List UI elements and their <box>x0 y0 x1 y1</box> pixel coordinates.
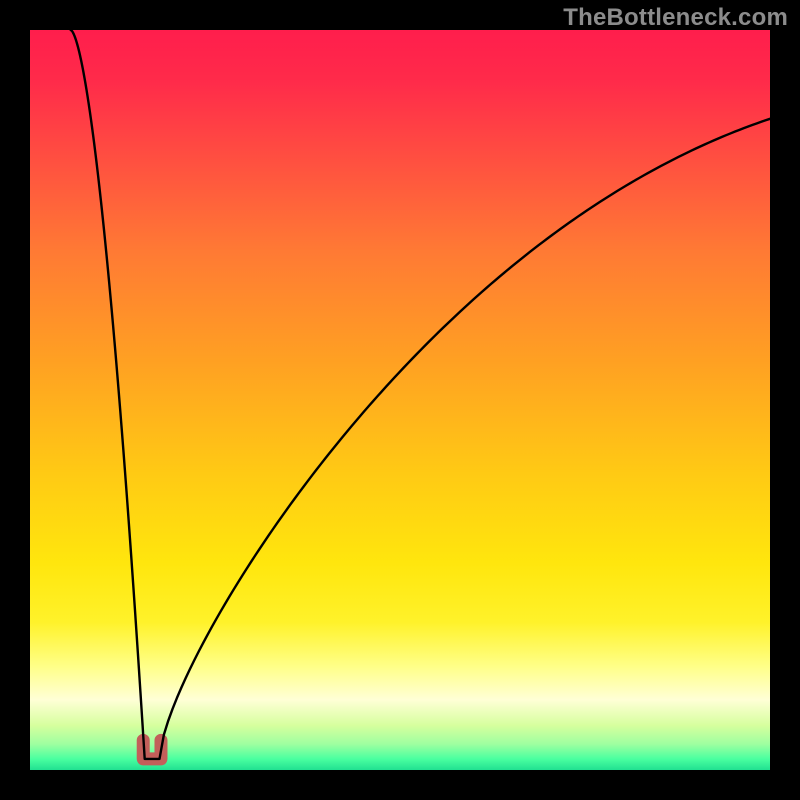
watermark-text: TheBottleneck.com <box>563 4 788 32</box>
chart-frame: TheBottleneck.com <box>0 0 800 800</box>
gradient-background <box>30 30 770 770</box>
chart-svg <box>0 0 800 800</box>
